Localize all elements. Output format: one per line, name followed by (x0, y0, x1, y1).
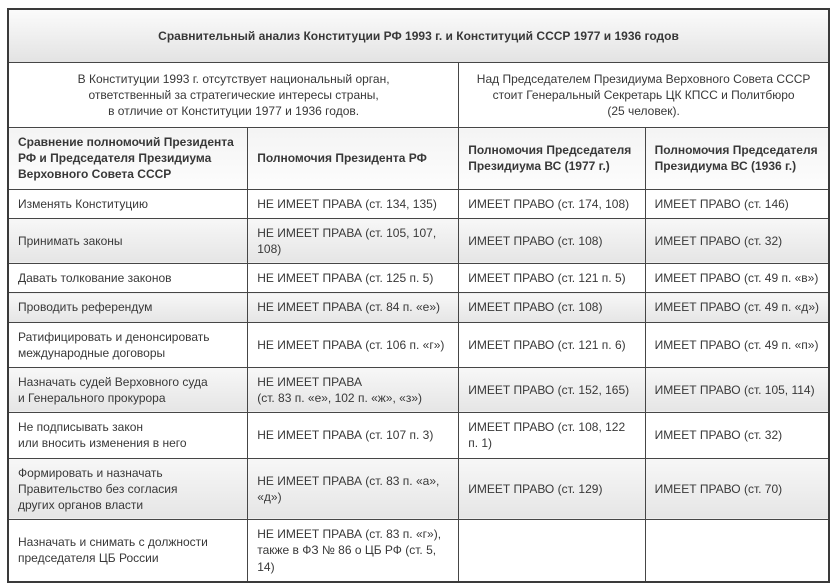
table-cell: НЕ ИМЕЕТ ПРАВА (ст. 83 п. «г»), также в … (247, 519, 460, 583)
table-row: Ратифицировать и денонсировать междунаро… (7, 321, 830, 368)
table-cell: Давать толкование законов (7, 263, 249, 294)
comparison-table: Сравнительный анализ Конституции РФ 1993… (7, 8, 830, 583)
notes-row: В Конституции 1993 г. отсутствует национ… (7, 62, 830, 128)
table-cell (644, 519, 830, 583)
table-row: Изменять Конституцию НЕ ИМЕЕТ ПРАВА (ст. … (7, 188, 830, 219)
table-cell: ИМЕЕТ ПРАВО (ст. 121 п. 5) (458, 263, 646, 294)
table-cell: ИМЕЕТ ПРАВО (ст. 146) (644, 188, 830, 219)
table-cell: НЕ ИМЕЕТ ПРАВА (ст. 83 п. «а», «д») (247, 457, 460, 521)
table-cell: ИМЕЕТ ПРАВО (ст. 70) (644, 457, 830, 521)
table-cell: ИМЕЕТ ПРАВО (ст. 121 п. 6) (458, 321, 646, 368)
table-cell: ИМЕЕТ ПРАВО (ст. 32) (644, 217, 830, 265)
table-cell: ИМЕЕТ ПРАВО (ст. 108) (458, 292, 646, 323)
column-header-president-rf: Полномочия Президента РФ (247, 127, 460, 190)
table-row: Не подписывать закон или вносить изменен… (7, 412, 830, 459)
table-cell: ИМЕЕТ ПРАВО (ст. 108) (458, 217, 646, 265)
table-cell: ИМЕЕТ ПРАВО (ст. 49 п. «в») (644, 263, 830, 294)
table-cell: НЕ ИМЕЕТ ПРАВА (ст. 106 п. «г») (247, 321, 460, 368)
table-cell: ИМЕЕТ ПРАВО (ст. 152, 165) (458, 366, 646, 414)
header-row: Сравнение полномочий Президента РФ и Пре… (7, 127, 830, 190)
table-row: Формировать и назначать Правительство бе… (7, 457, 830, 521)
table-cell (458, 519, 646, 583)
title-row: Сравнительный анализ Конституции РФ 1993… (7, 8, 830, 63)
table-cell: Формировать и назначать Правительство бе… (7, 457, 249, 521)
comparison-table-page: Сравнительный анализ Конституции РФ 1993… (7, 8, 830, 583)
table-cell: ИМЕЕТ ПРАВО (ст. 108, 122 п. 1) (458, 412, 646, 459)
table-cell: ИМЕЕТ ПРАВО (ст. 105, 114) (644, 366, 830, 414)
column-header-presidium-1936: Полномочия Председателя Президиума ВС (1… (644, 127, 830, 190)
table-cell: ИМЕЕТ ПРАВО (ст. 49 п. «п») (644, 321, 830, 368)
table-cell: Проводить референдум (7, 292, 249, 323)
table-cell: ИМЕЕТ ПРАВО (ст. 129) (458, 457, 646, 521)
table-cell: Назначать и снимать с должности председа… (7, 519, 249, 583)
table-row: Принимать законы НЕ ИМЕЕТ ПРАВА (ст. 105,… (7, 217, 830, 265)
table-cell: НЕ ИМЕЕТ ПРАВА (ст. 125 п. 5) (247, 263, 460, 294)
table-cell: Изменять Конституцию (7, 188, 249, 219)
table-cell: НЕ ИМЕЕТ ПРАВА (ст. 83 п. «е», 102 п. «ж… (247, 366, 460, 414)
table-cell: Принимать законы (7, 217, 249, 265)
page-title: Сравнительный анализ Конституции РФ 1993… (7, 8, 830, 63)
table-cell: НЕ ИМЕЕТ ПРАВА (ст. 84 п. «е») (247, 292, 460, 323)
table-cell: ИМЕЕТ ПРАВО (ст. 49 п. «д») (644, 292, 830, 323)
table-row: Проводить референдум НЕ ИМЕЕТ ПРАВА (ст. … (7, 292, 830, 323)
table-cell: НЕ ИМЕЕТ ПРАВА (ст. 134, 135) (247, 188, 460, 219)
table-cell: НЕ ИМЕЕТ ПРАВА (ст. 107 п. 3) (247, 412, 460, 459)
table-body: Изменять Конституцию НЕ ИМЕЕТ ПРАВА (ст. … (7, 188, 830, 583)
table-row: Назначать судей Верховного суда и Генера… (7, 366, 830, 414)
table-cell: ИМЕЕТ ПРАВО (ст. 32) (644, 412, 830, 459)
table-row: Назначать и снимать с должности председа… (7, 519, 830, 583)
table-row: Давать толкование законов НЕ ИМЕЕТ ПРАВА … (7, 263, 830, 294)
column-header-presidium-1977: Полномочия Председателя Президиума ВС (1… (458, 127, 646, 190)
table-cell: ИМЕЕТ ПРАВО (ст. 174, 108) (458, 188, 646, 219)
table-cell: НЕ ИМЕЕТ ПРАВА (ст. 105, 107, 108) (247, 217, 460, 265)
note-1993-constitution: В Конституции 1993 г. отсутствует национ… (7, 62, 460, 128)
table-cell: Назначать судей Верховного суда и Генера… (7, 366, 249, 414)
note-presidium-chairman: Над Председателем Президиума Верховного … (458, 62, 830, 128)
column-header-comparison: Сравнение полномочий Президента РФ и Пре… (7, 127, 249, 190)
table-cell: Ратифицировать и денонсировать междунаро… (7, 321, 249, 368)
table-cell: Не подписывать закон или вносить изменен… (7, 412, 249, 459)
